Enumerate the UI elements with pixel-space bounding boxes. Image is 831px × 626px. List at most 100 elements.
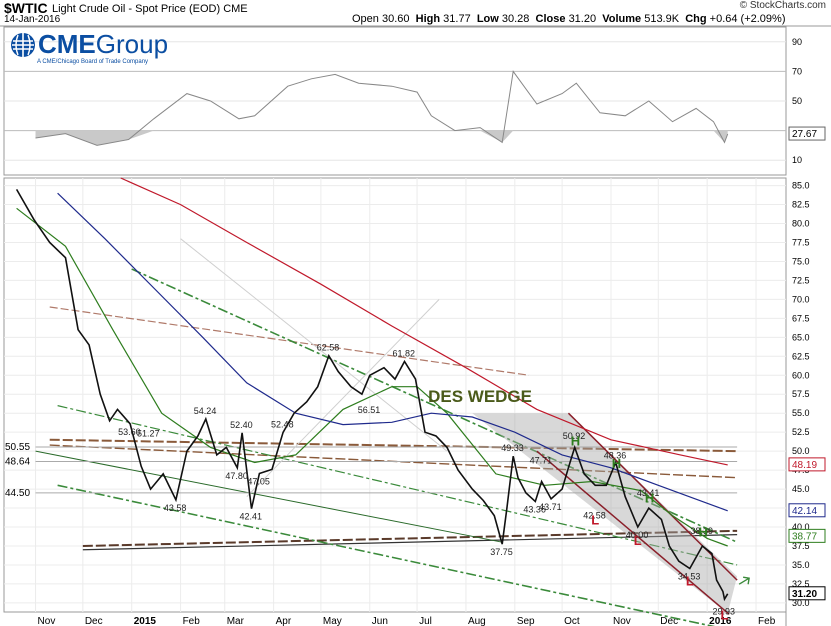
price-annotation: 62.58 (317, 343, 340, 353)
price-annotation: 38.39 (690, 526, 713, 536)
logo-group: Group (95, 29, 169, 59)
time-tick-label: May (323, 616, 342, 626)
price-tick-label: 40.0 (792, 522, 810, 532)
price-annotation: 34.53 (678, 572, 701, 582)
price-annotation: 48.36 (604, 451, 627, 461)
low-marker: L (721, 607, 729, 622)
low-value: 30.28 (501, 13, 530, 25)
chg-value: +0.64 (+2.09%) (709, 13, 786, 25)
wedge-lower-line (536, 450, 730, 615)
price-annotation: 43.71 (539, 502, 562, 512)
price-annotation: 50.92 (563, 431, 586, 441)
price-tick-label: 62.5 (792, 351, 810, 361)
time-tick-label: Jul (419, 616, 432, 626)
time-tick-label: Nov (613, 616, 631, 626)
price-annotation: 47.71 (530, 456, 553, 466)
high-label: High (415, 13, 441, 25)
logo-brand: CME (38, 29, 96, 59)
volume-label: Volume (602, 13, 642, 25)
low-label: Low (476, 13, 499, 25)
time-tick-label: Oct (564, 616, 580, 626)
high-marker: H (698, 524, 707, 539)
moving-average-line (16, 207, 728, 547)
green-trend-line (131, 268, 738, 543)
time-tick-label: Dec (85, 616, 103, 626)
high-marker: H (645, 490, 654, 505)
rsi-value-box (788, 126, 826, 141)
cme-logo-wordmark: CMEGroup (38, 29, 168, 60)
price-annotation: 47.80 (225, 471, 248, 481)
price-tick-label: 75.0 (792, 256, 810, 266)
price-annotation: 42.58 (583, 510, 606, 520)
rsi-tick-label: 10 (792, 155, 802, 165)
price-tick-label: 65.0 (792, 332, 810, 342)
right-value-box (788, 528, 826, 543)
support-trend-line (35, 450, 503, 543)
time-tick-label: Sep (517, 616, 535, 626)
logo-subtitle: A CME/Chicago Board of Trade Company (37, 59, 149, 65)
time-tick-label: 2016 (709, 616, 732, 626)
price-annotation: 56.51 (358, 405, 381, 415)
price-tick-label: 52.5 (792, 427, 810, 437)
time-tick-label: Nov (38, 616, 56, 626)
time-tick-label: Jun (372, 616, 388, 626)
pattern-label: DES WEDGE (428, 387, 532, 406)
breakout-arrow-icon (738, 576, 750, 585)
price-annotation: 43.41 (637, 488, 660, 498)
chg-label: Chg (685, 13, 707, 25)
price-tick-label: 45.0 (792, 484, 810, 494)
price-tick-label: 60.0 (792, 370, 810, 380)
price-tick-label: 32.5 (792, 579, 810, 589)
price-annotation: 40.00 (626, 530, 649, 540)
green-trend-line (57, 405, 738, 566)
high-marker: H (571, 433, 580, 448)
copyright-text: © StockCharts.com (739, 0, 826, 11)
time-tick-label: Aug (468, 616, 486, 626)
right-value-label: 42.14 (792, 506, 817, 517)
symbol-title: $WTIC (4, 0, 48, 16)
fan-line (246, 299, 440, 498)
right-value-label: 38.77 (792, 531, 817, 542)
brown-support-line (82, 529, 738, 547)
price-annotation: 61.82 (392, 348, 415, 358)
wedge-shading (472, 413, 738, 614)
price-annotation: 43.58 (164, 503, 187, 513)
price-annotation: 43.36 (523, 505, 546, 515)
chart-date: 14-Jan-2016 (4, 14, 61, 25)
rsi-tick-label: 90 (792, 37, 802, 47)
close-value: 31.20 (568, 13, 597, 25)
green-trend-line (57, 484, 716, 626)
price-tick-label: 72.5 (792, 275, 810, 285)
level-label: 44.50 (5, 488, 30, 499)
volume-value: 513.9K (644, 13, 680, 25)
price-tick-label: 35.0 (792, 560, 810, 570)
time-tick-label: Dec (660, 616, 678, 626)
price-annotation: 47.05 (247, 477, 270, 487)
wedge-upper-line (567, 412, 738, 581)
price-tick-label: 37.5 (792, 541, 810, 551)
price-tick-label: 30.0 (792, 598, 810, 608)
price-annotation: 52.40 (230, 420, 253, 430)
right-value-box (788, 457, 826, 472)
price-annotation: 49.33 (501, 443, 524, 453)
open-label: Open (352, 13, 379, 25)
instrument-name: Light Crude Oil - Spot Price (EOD) (52, 3, 221, 15)
rsi-tick-label: 50 (792, 96, 802, 106)
time-tick-label: 2015 (134, 616, 157, 626)
price-annotation: 51.27 (137, 429, 160, 439)
price-annotation: 29.93 (713, 606, 736, 616)
right-value-box (788, 503, 826, 518)
low-marker: L (634, 533, 642, 548)
price-annotation: 53.60 (118, 427, 141, 437)
low-marker: L (591, 513, 599, 528)
right-value-box (788, 586, 826, 601)
price-annotation: 54.24 (194, 406, 217, 416)
price-tick-label: 77.5 (792, 237, 810, 247)
brown-trend-line (49, 438, 738, 453)
moving-average-line (120, 177, 728, 466)
price-tick-label: 50.0 (792, 446, 810, 456)
level-label: 48.64 (5, 456, 30, 467)
open-value: 30.60 (381, 13, 410, 25)
price-annotation: 37.75 (490, 547, 513, 557)
